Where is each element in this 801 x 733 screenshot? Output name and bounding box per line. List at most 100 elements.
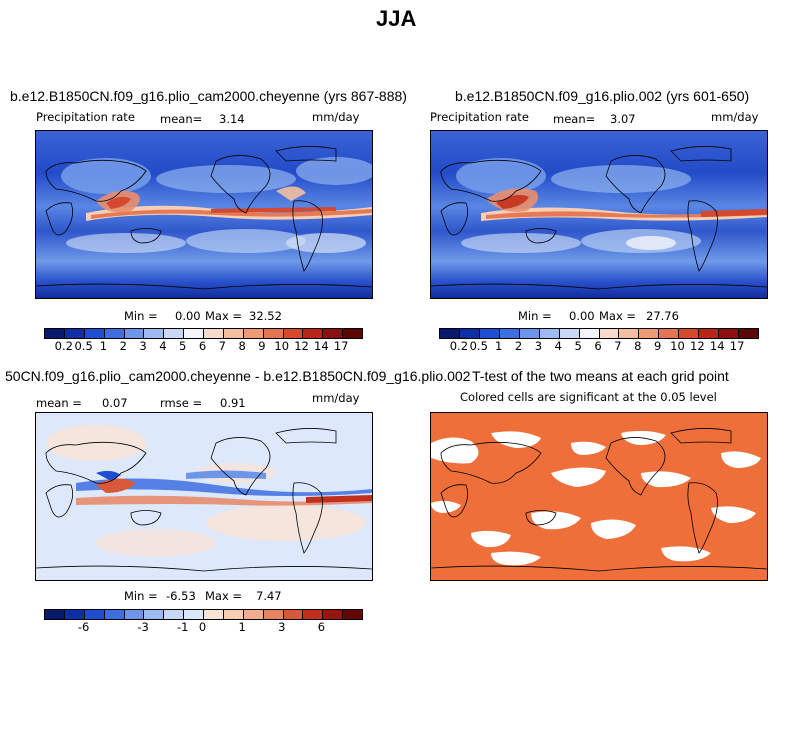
colorbar-tick-label: 8 (238, 339, 246, 353)
panel3-max-label: Max = (205, 589, 243, 603)
colorbar-tick-label: 17 (333, 339, 349, 353)
colorbar-cell (739, 329, 758, 338)
colorbar-cell (204, 610, 224, 619)
colorbar-cell (303, 610, 324, 619)
colorbar-tick-label: 9 (653, 339, 662, 353)
colorbar-cell (124, 329, 145, 338)
colorbar-tick-label: 2 (119, 339, 127, 353)
panel3-map-graphic (36, 413, 372, 580)
colorbar-tick-label: 6 (317, 620, 326, 634)
colorbar-tick-label: 12 (690, 339, 705, 353)
colorbar-cell (499, 329, 520, 338)
colorbar-cell (184, 329, 204, 338)
colorbar-cell (104, 329, 125, 338)
colorbar-tick-label: 1 (99, 339, 108, 353)
panel4-title: T-test of the two means at each grid poi… (472, 368, 729, 384)
panel3-min-value: -6.53 (166, 589, 196, 603)
colorbar-cell (323, 610, 344, 619)
colorbar-cell (303, 329, 324, 338)
colorbar-cell (84, 610, 105, 619)
colorbar-cell (559, 329, 580, 338)
panel1-precip-map (35, 130, 373, 299)
colorbar-tick-label: 10 (274, 339, 290, 353)
colorbar-tick-label: 0.2 (449, 339, 469, 353)
colorbar-cell (263, 329, 284, 338)
colorbar-cell (144, 329, 165, 338)
colorbar-tick-label: -3 (137, 620, 149, 634)
colorbar-tick-label: 6 (594, 339, 602, 353)
panel3-max-value: 7.47 (256, 589, 282, 603)
colorbar-cell (619, 329, 640, 338)
panel2-units: mm/day (711, 110, 759, 124)
colorbar-cell (45, 610, 65, 619)
panel3-mean-value: 0.07 (102, 396, 128, 410)
page-title: JJA (376, 6, 417, 31)
colorbar-cell (323, 329, 344, 338)
colorbar-tick-label: 12 (294, 339, 309, 353)
panel2-precip-map (430, 130, 768, 299)
colorbar-cell (223, 610, 244, 619)
colorbar-cell (84, 329, 105, 338)
colorbar-cell (283, 329, 304, 338)
colorbar-tick-label: 0.5 (74, 339, 93, 353)
colorbar-tick-label: 3 (139, 339, 147, 353)
colorbar-cell (243, 329, 264, 338)
panel1-max-value: 32.52 (249, 309, 282, 323)
colorbar-cell (343, 610, 362, 619)
panel2-mean-label: mean= (553, 112, 596, 126)
panel2-title: b.e12.B1850CN.f09_g16.plio.002 (yrs 601-… (455, 88, 750, 104)
colorbar-tick-label: 17 (729, 339, 745, 353)
colorbar-cell (144, 610, 165, 619)
colorbar-cell (579, 329, 600, 338)
colorbar-cell (699, 329, 720, 338)
colorbar-cell (223, 329, 244, 338)
panel2-mean-value: 3.07 (610, 112, 636, 126)
colorbar-tick-label: 1 (494, 339, 503, 353)
colorbar-cell (519, 329, 540, 338)
panel4-map-graphic (431, 413, 767, 580)
colorbar-cell (104, 610, 125, 619)
panel4-subtitle: Colored cells are significant at the 0.0… (460, 390, 717, 404)
colorbar-cell (343, 329, 362, 338)
colorbar-cell (204, 329, 224, 338)
colorbar-tick-label: -1 (176, 620, 189, 634)
panel1-var-label: Precipitation rate (36, 110, 135, 124)
colorbar-tick-label: 8 (634, 339, 642, 353)
panel3-rmse-label: rmse = (160, 396, 203, 410)
colorbar-tick-label: 6 (198, 339, 207, 353)
colorbar-tick-label: 3 (534, 339, 543, 353)
colorbar-cell (243, 610, 264, 619)
colorbar-tick-label: 4 (554, 339, 562, 353)
colorbar-tick-label: 14 (709, 339, 725, 353)
colorbar-tick-label: 0.5 (469, 339, 488, 353)
colorbar-cell (124, 610, 145, 619)
colorbar-cell (599, 329, 620, 338)
panel3-units: mm/day (312, 391, 360, 405)
colorbar-cell (639, 329, 660, 338)
panel1-map-graphic (36, 131, 372, 298)
colorbar-cell (263, 610, 284, 619)
colorbar-tick-label: 4 (159, 339, 167, 353)
colorbar-cell (539, 329, 560, 338)
colorbar-cell (164, 610, 185, 619)
colorbar-cell (459, 329, 480, 338)
panel3-mean-label: mean = (36, 396, 82, 410)
colorbar-tick-label: 14 (314, 339, 329, 353)
colorbar-tick-label: 7 (218, 339, 226, 353)
colorbar-cell (64, 329, 85, 338)
colorbar-cell (479, 329, 500, 338)
colorbar-tick-label: 10 (670, 339, 685, 353)
panel2-min-label: Min = (518, 309, 552, 323)
colorbar-tick-label: 9 (258, 339, 266, 353)
colorbar-tick-label: -6 (77, 620, 90, 634)
panel1-colorbar (44, 328, 363, 339)
panel2-max-label: Max = (599, 309, 637, 323)
panel1-title: b.e12.B1850CN.f09_g16.plio_cam2000.cheye… (10, 88, 407, 104)
colorbar-cell (164, 329, 185, 338)
colorbar-cell (440, 329, 460, 338)
colorbar-cell (719, 329, 740, 338)
colorbar-cell (45, 329, 65, 338)
colorbar-cell (283, 610, 304, 619)
panel1-min-value: 0.00 (175, 309, 201, 323)
panel2-min-value: 0.00 (569, 309, 595, 323)
